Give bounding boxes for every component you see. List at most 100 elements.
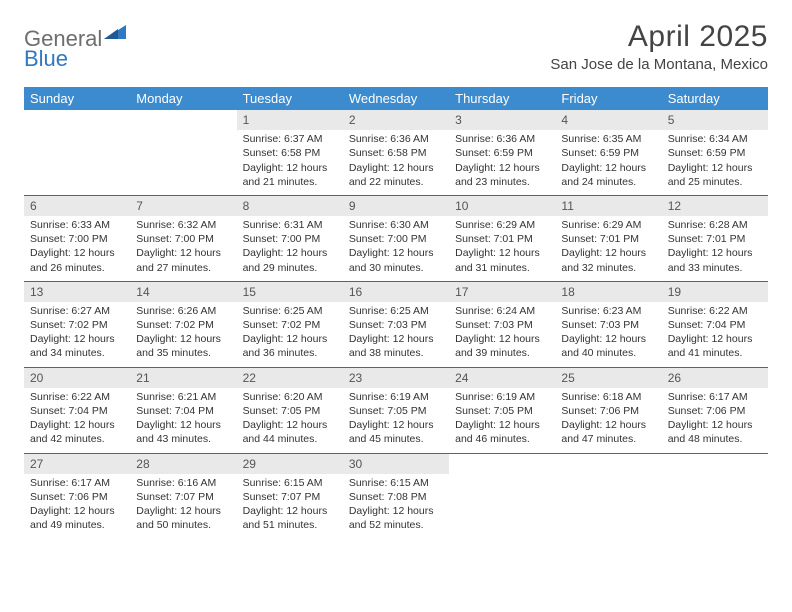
day-number: 12 bbox=[662, 196, 768, 216]
daylight-text: Daylight: 12 hours and 24 minutes. bbox=[561, 161, 655, 189]
daylight-text: Daylight: 12 hours and 40 minutes. bbox=[561, 332, 655, 360]
sunset-text: Sunset: 7:05 PM bbox=[455, 404, 549, 418]
daylight-text: Daylight: 12 hours and 52 minutes. bbox=[349, 504, 443, 532]
day-number bbox=[24, 110, 130, 130]
day-number: 3 bbox=[449, 110, 555, 130]
day-cell: 23Sunrise: 6:19 AMSunset: 7:05 PMDayligh… bbox=[343, 368, 449, 453]
day-body: Sunrise: 6:28 AMSunset: 7:01 PMDaylight:… bbox=[662, 216, 768, 281]
sunset-text: Sunset: 7:05 PM bbox=[243, 404, 337, 418]
title-block: April 2025 San Jose de la Montana, Mexic… bbox=[550, 20, 768, 73]
day-cell: 9Sunrise: 6:30 AMSunset: 7:00 PMDaylight… bbox=[343, 196, 449, 281]
sunrise-text: Sunrise: 6:23 AM bbox=[561, 304, 655, 318]
day-cell: 7Sunrise: 6:32 AMSunset: 7:00 PMDaylight… bbox=[130, 196, 236, 281]
day-body: Sunrise: 6:29 AMSunset: 7:01 PMDaylight:… bbox=[555, 216, 661, 281]
daylight-text: Daylight: 12 hours and 23 minutes. bbox=[455, 161, 549, 189]
daylight-text: Daylight: 12 hours and 38 minutes. bbox=[349, 332, 443, 360]
sunset-text: Sunset: 7:01 PM bbox=[455, 232, 549, 246]
day-cell: 10Sunrise: 6:29 AMSunset: 7:01 PMDayligh… bbox=[449, 196, 555, 281]
daylight-text: Daylight: 12 hours and 45 minutes. bbox=[349, 418, 443, 446]
daylight-text: Daylight: 12 hours and 29 minutes. bbox=[243, 246, 337, 274]
sunrise-text: Sunrise: 6:20 AM bbox=[243, 390, 337, 404]
calendar-grid: SundayMondayTuesdayWednesdayThursdayFrid… bbox=[24, 87, 768, 538]
sunrise-text: Sunrise: 6:25 AM bbox=[243, 304, 337, 318]
day-body: Sunrise: 6:22 AMSunset: 7:04 PMDaylight:… bbox=[24, 388, 130, 453]
daylight-text: Daylight: 12 hours and 35 minutes. bbox=[136, 332, 230, 360]
day-number: 8 bbox=[237, 196, 343, 216]
weekday-sunday: Sunday bbox=[24, 87, 130, 110]
day-number bbox=[662, 454, 768, 474]
day-number: 5 bbox=[662, 110, 768, 130]
day-number: 2 bbox=[343, 110, 449, 130]
day-body: Sunrise: 6:17 AMSunset: 7:06 PMDaylight:… bbox=[662, 388, 768, 453]
sunset-text: Sunset: 7:01 PM bbox=[561, 232, 655, 246]
sunset-text: Sunset: 7:07 PM bbox=[243, 490, 337, 504]
sunrise-text: Sunrise: 6:33 AM bbox=[30, 218, 124, 232]
day-cell: 8 Sunrise: 6:31 AMSunset: 7:00 PMDaylight… bbox=[237, 196, 343, 281]
daylight-text: Daylight: 12 hours and 51 minutes. bbox=[243, 504, 337, 532]
sunset-text: Sunset: 7:06 PM bbox=[561, 404, 655, 418]
sunrise-text: Sunrise: 6:31 AM bbox=[243, 218, 337, 232]
sunrise-text: Sunrise: 6:36 AM bbox=[455, 132, 549, 146]
sunrise-text: Sunrise: 6:34 AM bbox=[668, 132, 762, 146]
day-body: Sunrise: 6:30 AMSunset: 7:00 PMDaylight:… bbox=[343, 216, 449, 281]
brand-text-2-wrap: Blue bbox=[24, 46, 68, 72]
day-number: 14 bbox=[130, 282, 236, 302]
sunset-text: Sunset: 7:04 PM bbox=[136, 404, 230, 418]
day-body: Sunrise: 6:22 AMSunset: 7:04 PMDaylight:… bbox=[662, 302, 768, 367]
daylight-text: Daylight: 12 hours and 39 minutes. bbox=[455, 332, 549, 360]
sunrise-text: Sunrise: 6:18 AM bbox=[561, 390, 655, 404]
day-number bbox=[130, 110, 236, 130]
day-number: 23 bbox=[343, 368, 449, 388]
day-cell: 29Sunrise: 6:15 AMSunset: 7:07 PMDayligh… bbox=[237, 454, 343, 539]
day-number: 1 bbox=[237, 110, 343, 130]
day-cell: 11Sunrise: 6:29 AMSunset: 7:01 PMDayligh… bbox=[555, 196, 661, 281]
day-cell: 6Sunrise: 6:33 AMSunset: 7:00 PMDaylight… bbox=[24, 196, 130, 281]
week-row: 27Sunrise: 6:17 AMSunset: 7:06 PMDayligh… bbox=[24, 454, 768, 539]
sunset-text: Sunset: 6:59 PM bbox=[668, 146, 762, 160]
daylight-text: Daylight: 12 hours and 21 minutes. bbox=[243, 161, 337, 189]
day-body: Sunrise: 6:19 AMSunset: 7:05 PMDaylight:… bbox=[343, 388, 449, 453]
daylight-text: Daylight: 12 hours and 34 minutes. bbox=[30, 332, 124, 360]
day-number: 25 bbox=[555, 368, 661, 388]
day-number: 15 bbox=[237, 282, 343, 302]
day-cell: 5Sunrise: 6:34 AMSunset: 6:59 PMDaylight… bbox=[662, 110, 768, 195]
day-body: Sunrise: 6:29 AMSunset: 7:01 PMDaylight:… bbox=[449, 216, 555, 281]
sunset-text: Sunset: 6:58 PM bbox=[243, 146, 337, 160]
day-body: Sunrise: 6:18 AMSunset: 7:06 PMDaylight:… bbox=[555, 388, 661, 453]
day-number: 10 bbox=[449, 196, 555, 216]
sunset-text: Sunset: 7:08 PM bbox=[349, 490, 443, 504]
day-cell: 28Sunrise: 6:16 AMSunset: 7:07 PMDayligh… bbox=[130, 454, 236, 539]
daylight-text: Daylight: 12 hours and 30 minutes. bbox=[349, 246, 443, 274]
day-cell: 3Sunrise: 6:36 AMSunset: 6:59 PMDaylight… bbox=[449, 110, 555, 195]
sunrise-text: Sunrise: 6:32 AM bbox=[136, 218, 230, 232]
sunrise-text: Sunrise: 6:15 AM bbox=[349, 476, 443, 490]
weekday-tuesday: Tuesday bbox=[237, 87, 343, 110]
sunset-text: Sunset: 7:02 PM bbox=[136, 318, 230, 332]
day-number: 24 bbox=[449, 368, 555, 388]
day-number bbox=[555, 454, 661, 474]
sunrise-text: Sunrise: 6:21 AM bbox=[136, 390, 230, 404]
week-row: 1Sunrise: 6:37 AMSunset: 6:58 PMDaylight… bbox=[24, 110, 768, 196]
sunset-text: Sunset: 7:00 PM bbox=[349, 232, 443, 246]
day-cell: 2Sunrise: 6:36 AMSunset: 6:58 PMDaylight… bbox=[343, 110, 449, 195]
day-body: Sunrise: 6:15 AMSunset: 7:07 PMDaylight:… bbox=[237, 474, 343, 539]
daylight-text: Daylight: 12 hours and 47 minutes. bbox=[561, 418, 655, 446]
daylight-text: Daylight: 12 hours and 50 minutes. bbox=[136, 504, 230, 532]
day-number: 13 bbox=[24, 282, 130, 302]
day-body: Sunrise: 6:15 AMSunset: 7:08 PMDaylight:… bbox=[343, 474, 449, 539]
sunset-text: Sunset: 7:00 PM bbox=[243, 232, 337, 246]
day-cell: 20Sunrise: 6:22 AMSunset: 7:04 PMDayligh… bbox=[24, 368, 130, 453]
day-number: 16 bbox=[343, 282, 449, 302]
sunrise-text: Sunrise: 6:15 AM bbox=[243, 476, 337, 490]
sunset-text: Sunset: 7:01 PM bbox=[668, 232, 762, 246]
day-number: 29 bbox=[237, 454, 343, 474]
empty-cell bbox=[24, 110, 130, 195]
day-cell: 25Sunrise: 6:18 AMSunset: 7:06 PMDayligh… bbox=[555, 368, 661, 453]
sunrise-text: Sunrise: 6:30 AM bbox=[349, 218, 443, 232]
day-body: Sunrise: 6:16 AMSunset: 7:07 PMDaylight:… bbox=[130, 474, 236, 539]
sunset-text: Sunset: 7:00 PM bbox=[30, 232, 124, 246]
page-header: General April 2025 San Jose de la Montan… bbox=[24, 20, 768, 73]
daylight-text: Daylight: 12 hours and 48 minutes. bbox=[668, 418, 762, 446]
sunrise-text: Sunrise: 6:17 AM bbox=[668, 390, 762, 404]
day-number: 26 bbox=[662, 368, 768, 388]
